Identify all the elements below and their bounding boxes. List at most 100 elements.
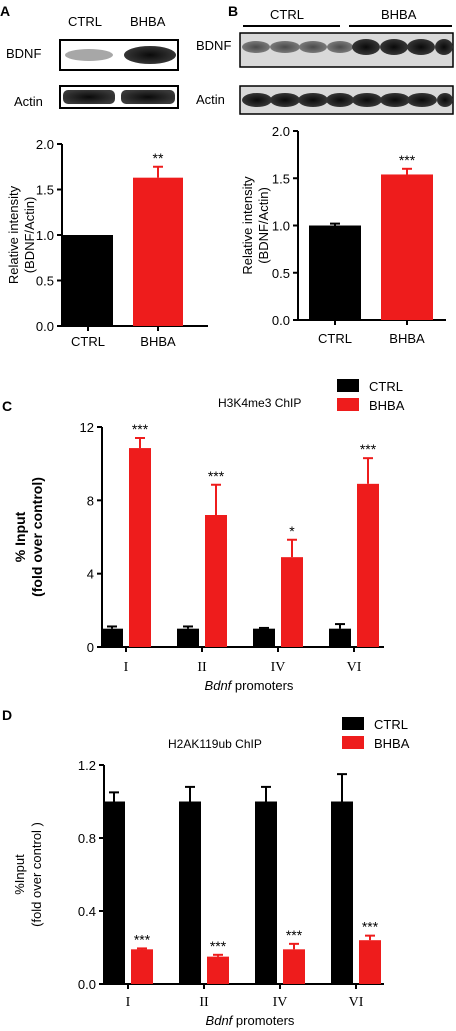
bar-ctrl-i [101, 628, 123, 647]
legend-label-bhba: BHBA [369, 398, 405, 413]
legend-swatch-ctrl [337, 379, 359, 392]
blot-b-bdnf-bands [242, 39, 453, 55]
y-tick-label: 2.0 [36, 137, 54, 152]
x-tick-label: VI [347, 660, 362, 675]
y-axis-subtitle: (BDNF/Actin) [22, 197, 37, 274]
bar-bhba-ii [205, 515, 227, 647]
bar-bhba-vi [359, 940, 381, 984]
blot-a-row-actin: Actin [14, 94, 43, 109]
y-tick-label: 1.0 [272, 219, 290, 234]
panel-letter-d: D [2, 707, 12, 723]
chart-title: H2AK119ub ChIP [168, 737, 262, 751]
x-axis-title-gene: Bdnf [205, 678, 233, 693]
legend-swatch-bhba [342, 736, 364, 749]
y-tick-label: 0.0 [36, 319, 54, 334]
panel-letter-a: A [0, 3, 10, 19]
x-tick-label: I [126, 995, 131, 1010]
x-axis-title: Bdnf promoters [205, 678, 294, 693]
chart-title: H3K4me3 ChIP [218, 396, 301, 410]
y-axis-title: Relative intensity [240, 176, 255, 275]
legend-label-ctrl: CTRL [369, 379, 403, 394]
panel-b-blot: B CTRL BHBA BDNF Actin [196, 3, 454, 115]
chart-b: 0.0 0.5 1.0 1.5 2.0 Relative intensity (BDNF/A… [240, 124, 446, 346]
panel-letter-b: B [228, 3, 238, 19]
y-axis-subtitle: (fold over control ) [29, 822, 44, 927]
x-tick-label: I [124, 660, 129, 675]
blot-a-bdnf-band-ctrl [65, 49, 113, 61]
y-tick-label: 12 [80, 420, 94, 435]
bar-ctrl-iv [255, 801, 277, 984]
significance-bhba-vi: *** [360, 441, 377, 457]
y-tick-label: 0.5 [272, 266, 290, 281]
y-tick-label: 0.5 [36, 274, 54, 289]
significance-bhba-ii: *** [208, 468, 225, 484]
y-tick-label: 4 [87, 567, 94, 582]
y-axis-subtitle: (BDNF/Actin) [256, 187, 271, 264]
panel-a-blot: A CTRL BHBA BDNF Actin [0, 3, 179, 109]
bar-ctrl-ii [179, 801, 201, 984]
blot-b-row-bdnf: BDNF [196, 38, 231, 53]
x-tick-label: BHBA [140, 334, 176, 349]
bar-bhba [381, 174, 433, 320]
y-axis-title: % Input [12, 511, 28, 562]
x-tick-label: CTRL [71, 334, 105, 349]
x-tick-label: II [197, 660, 207, 675]
chart-a: 0.0 0.5 1.0 1.5 2.0 Relative intensity (BDNF/A… [6, 137, 208, 349]
y-tick-label: 1.5 [36, 183, 54, 198]
y-tick-label: 2.0 [272, 124, 290, 139]
bar-ctrl [63, 235, 113, 326]
significance-bhba: *** [399, 152, 416, 168]
x-axis-title-gene: Bdnf [206, 1013, 234, 1028]
y-tick-label: 1.0 [36, 228, 54, 243]
legend-label-ctrl: CTRL [374, 717, 408, 732]
y-tick-label: 1.2 [78, 758, 96, 773]
bar-ctrl-i [103, 801, 125, 984]
blot-a-actin-band-bhba [121, 90, 175, 104]
significance-bhba-i: *** [134, 931, 151, 947]
blot-a-lane-bhba: BHBA [130, 14, 166, 29]
bar-bhba-ii [207, 956, 229, 984]
blot-a-lane-ctrl: CTRL [68, 14, 102, 29]
y-tick-label: 0 [87, 640, 94, 655]
y-tick-label: 8 [87, 493, 94, 508]
bar-ctrl-iv [253, 628, 275, 647]
significance-bhba-iv: *** [286, 927, 303, 943]
y-tick-label: 0.0 [272, 313, 290, 328]
x-axis-title: Bdnf promoters [206, 1013, 295, 1028]
x-tick-label: II [199, 995, 209, 1010]
bar-bhba-vi [357, 483, 379, 647]
panel-letter-c: C [2, 398, 12, 414]
bar-ctrl [309, 225, 361, 320]
legend-swatch-bhba [337, 398, 359, 411]
x-tick-label: IV [273, 995, 288, 1010]
y-axis-title: %Input [12, 854, 27, 895]
significance-bhba-ii: *** [210, 938, 227, 954]
significance-bhba-vi: *** [362, 919, 379, 935]
y-axis-title: Relative intensity [6, 185, 21, 284]
bar-bhba [133, 177, 183, 326]
bar-bhba-iv [281, 557, 303, 647]
y-tick-label: 0.4 [78, 904, 96, 919]
x-axis-title-rest: promoters [232, 1013, 295, 1028]
bar-ctrl-vi [329, 628, 351, 647]
legend-label-bhba: BHBA [374, 736, 410, 751]
blot-b-row-actin: Actin [196, 92, 225, 107]
bar-ctrl-ii [177, 628, 199, 647]
x-tick-label: CTRL [318, 331, 352, 346]
bar-bhba-i [131, 949, 153, 984]
x-axis-title-rest: promoters [231, 678, 294, 693]
blot-b-lane-bhba: BHBA [381, 7, 417, 22]
blot-a-actin-band-ctrl [63, 90, 115, 104]
y-tick-label: 0.8 [78, 831, 96, 846]
blot-b-lane-ctrl: CTRL [270, 7, 304, 22]
bar-ctrl-vi [331, 801, 353, 984]
blot-b-actin-bands [242, 93, 453, 107]
y-tick-label: 1.5 [272, 171, 290, 186]
significance-bhba-i: *** [132, 421, 149, 437]
legend-swatch-ctrl [342, 717, 364, 730]
chart-d: 0.0 0.4 0.8 1.2 %Input (fold over control ) **… [12, 717, 410, 1028]
blot-a-bdnf-band-bhba [124, 46, 176, 64]
y-tick-label: 0.0 [78, 977, 96, 992]
bar-bhba-iv [283, 949, 305, 984]
